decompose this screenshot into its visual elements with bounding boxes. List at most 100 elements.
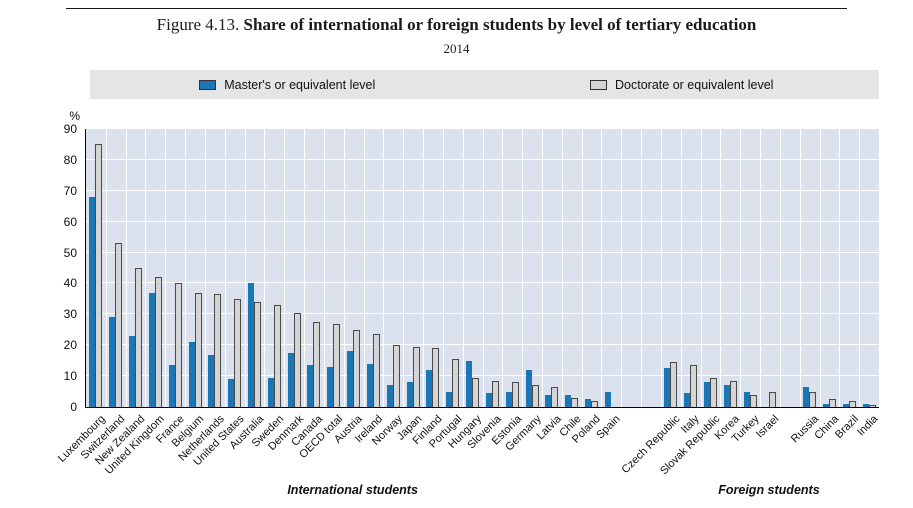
plot-area bbox=[85, 128, 879, 408]
bar-doctorate-netherlands bbox=[214, 294, 222, 407]
bar-masters-spain bbox=[604, 391, 611, 407]
gridline-vertical bbox=[264, 129, 266, 407]
bar-masters-slovak-republic bbox=[703, 382, 710, 407]
bar-doctorate-france bbox=[174, 283, 182, 407]
y-axis-tick-label: 70 bbox=[63, 183, 77, 198]
bar-doctorate-poland bbox=[591, 400, 599, 407]
axis-group-label: International students bbox=[287, 483, 418, 497]
gridline-vertical bbox=[839, 129, 841, 407]
gridline-vertical bbox=[760, 129, 762, 407]
bar-doctorate-czech-republic bbox=[670, 362, 678, 407]
gridline-horizontal bbox=[86, 128, 879, 129]
bar-masters-hungary bbox=[466, 360, 473, 407]
gridline-vertical bbox=[660, 129, 662, 407]
bar-masters-turkey bbox=[743, 391, 750, 407]
gridline-vertical bbox=[244, 129, 246, 407]
gridline-vertical bbox=[462, 129, 464, 407]
bar-doctorate-denmark bbox=[293, 312, 301, 407]
bar-masters-czech-republic bbox=[664, 368, 671, 407]
figure-subtitle: 2014 bbox=[443, 41, 470, 56]
gridline-vertical bbox=[799, 129, 801, 407]
bar-doctorate-estonia bbox=[511, 382, 519, 407]
bar-doctorate-italy bbox=[690, 365, 698, 407]
bar-masters-switzerland bbox=[109, 317, 116, 407]
gridline-vertical bbox=[740, 129, 742, 407]
bar-masters-oecd-total bbox=[327, 366, 334, 407]
gridline-vertical bbox=[859, 129, 861, 407]
bar-masters-china bbox=[822, 403, 829, 407]
figure-title-text: Share of international or foreign studen… bbox=[243, 15, 757, 34]
gridline-vertical bbox=[105, 129, 107, 407]
gridline-vertical bbox=[641, 129, 643, 407]
bar-doctorate-australia bbox=[254, 301, 261, 407]
bar-masters-slovenia bbox=[485, 393, 492, 407]
bar-doctorate-chile bbox=[571, 397, 579, 407]
bar-masters-japan bbox=[406, 382, 413, 407]
gridline-vertical bbox=[621, 129, 623, 407]
gridline-vertical bbox=[601, 129, 603, 407]
gridline-vertical bbox=[442, 129, 444, 407]
bar-doctorate-belgium bbox=[194, 292, 202, 407]
gridline-vertical bbox=[204, 129, 206, 407]
bar-doctorate-canada bbox=[313, 322, 321, 407]
top-rule bbox=[66, 8, 847, 9]
bar-masters-norway bbox=[386, 385, 393, 407]
bar-masters-estonia bbox=[505, 391, 512, 407]
gridline-vertical bbox=[323, 129, 325, 407]
bar-masters-italy bbox=[684, 393, 691, 407]
bar-doctorate-united-states bbox=[234, 298, 242, 407]
gridline-vertical bbox=[185, 129, 187, 407]
gridline-vertical bbox=[779, 129, 781, 407]
bar-doctorate-oecd-total bbox=[333, 323, 341, 407]
y-axis-tick-label: 20 bbox=[63, 338, 77, 353]
y-axis-tick-label: 10 bbox=[63, 369, 77, 384]
gridline-vertical bbox=[284, 129, 286, 407]
legend-swatch-icon bbox=[199, 79, 217, 90]
gridline-vertical bbox=[343, 129, 345, 407]
bar-masters-united-kingdom bbox=[148, 292, 155, 407]
bar-doctorate-hungary bbox=[472, 377, 480, 407]
gridline-vertical bbox=[363, 129, 365, 407]
gridline-vertical bbox=[482, 129, 484, 407]
legend: Master's or equivalent level Doctorate or… bbox=[90, 70, 879, 99]
bar-masters-sweden bbox=[267, 377, 274, 407]
bar-masters-latvia bbox=[545, 394, 552, 407]
bar-masters-finland bbox=[426, 369, 433, 407]
gridline-vertical bbox=[383, 129, 385, 407]
bar-doctorate-brazil bbox=[848, 400, 856, 407]
bar-doctorate-israel bbox=[769, 391, 777, 407]
gridline-vertical bbox=[403, 129, 405, 407]
legend-item-doctorate: Doctorate or equivalent level bbox=[485, 78, 880, 92]
chart-area: 0 10 20 30 40 50 60 70 80 90 Luxembourg Switzerland… bbox=[56, 122, 881, 497]
gridline-vertical bbox=[561, 129, 563, 407]
bar-masters-chile bbox=[565, 394, 572, 407]
bar-doctorate-finland bbox=[432, 348, 440, 407]
bar-doctorate-turkey bbox=[749, 394, 757, 407]
gridline-vertical bbox=[224, 129, 226, 407]
bar-masters-luxembourg bbox=[89, 196, 96, 407]
bar-doctorate-china bbox=[828, 399, 836, 407]
gridline-vertical bbox=[125, 129, 127, 407]
y-axis-tick-label: 80 bbox=[63, 152, 77, 167]
y-axis-tick-label: 90 bbox=[63, 122, 77, 136]
y-axis-tick-label: 60 bbox=[63, 214, 77, 229]
bar-doctorate-korea bbox=[729, 380, 737, 407]
bar-doctorate-germany bbox=[531, 385, 539, 407]
legend-item-label: Doctorate or equivalent level bbox=[615, 77, 774, 92]
gridline-vertical bbox=[720, 129, 722, 407]
bar-doctorate-latvia bbox=[551, 386, 559, 407]
gridline-vertical bbox=[145, 129, 147, 407]
bar-masters-india bbox=[862, 403, 869, 407]
bar-masters-portugal bbox=[446, 391, 453, 407]
bar-masters-denmark bbox=[287, 352, 294, 407]
gridline-vertical bbox=[700, 129, 702, 407]
gridline-vertical bbox=[680, 129, 682, 407]
bar-doctorate-ireland bbox=[372, 334, 380, 407]
legend-item-label: Master's or equivalent level bbox=[224, 77, 376, 92]
bar-masters-belgium bbox=[188, 342, 195, 407]
bar-masters-netherlands bbox=[208, 354, 215, 407]
figure-title: Figure 4.13. Share of international or f… bbox=[0, 15, 913, 35]
bar-masters-ireland bbox=[366, 363, 373, 407]
bar-doctorate-russia bbox=[809, 391, 817, 407]
